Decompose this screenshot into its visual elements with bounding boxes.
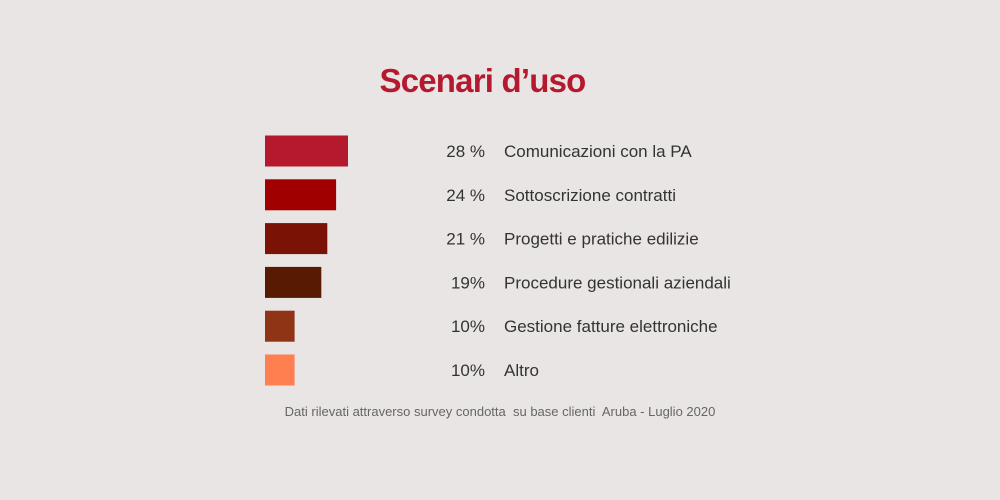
value-label: 28 % [446,142,485,161]
bar [265,179,337,211]
bar [265,135,348,167]
bar [265,354,295,386]
category-label: Altro [504,361,539,380]
value-label: 10% [451,361,485,380]
category-label: Procedure gestionali aziendali [504,273,731,292]
bar [265,223,328,255]
bar [265,310,295,342]
value-label: 24 % [446,186,485,205]
chart-footnote: Dati rilevati attraverso survey condotta… [284,404,716,419]
bar [265,266,322,298]
category-label: Progetti e pratiche edilizie [504,230,699,249]
value-label: 21 % [446,230,485,249]
category-label: Sottoscrizione contratti [504,186,676,205]
value-label: 19% [451,273,485,292]
value-label: 10% [451,317,485,336]
chart-title: Scenari d’uso [379,62,586,99]
category-label: Gestione fatture elettroniche [504,317,718,336]
category-label: Comunicazioni con la PA [504,142,692,161]
